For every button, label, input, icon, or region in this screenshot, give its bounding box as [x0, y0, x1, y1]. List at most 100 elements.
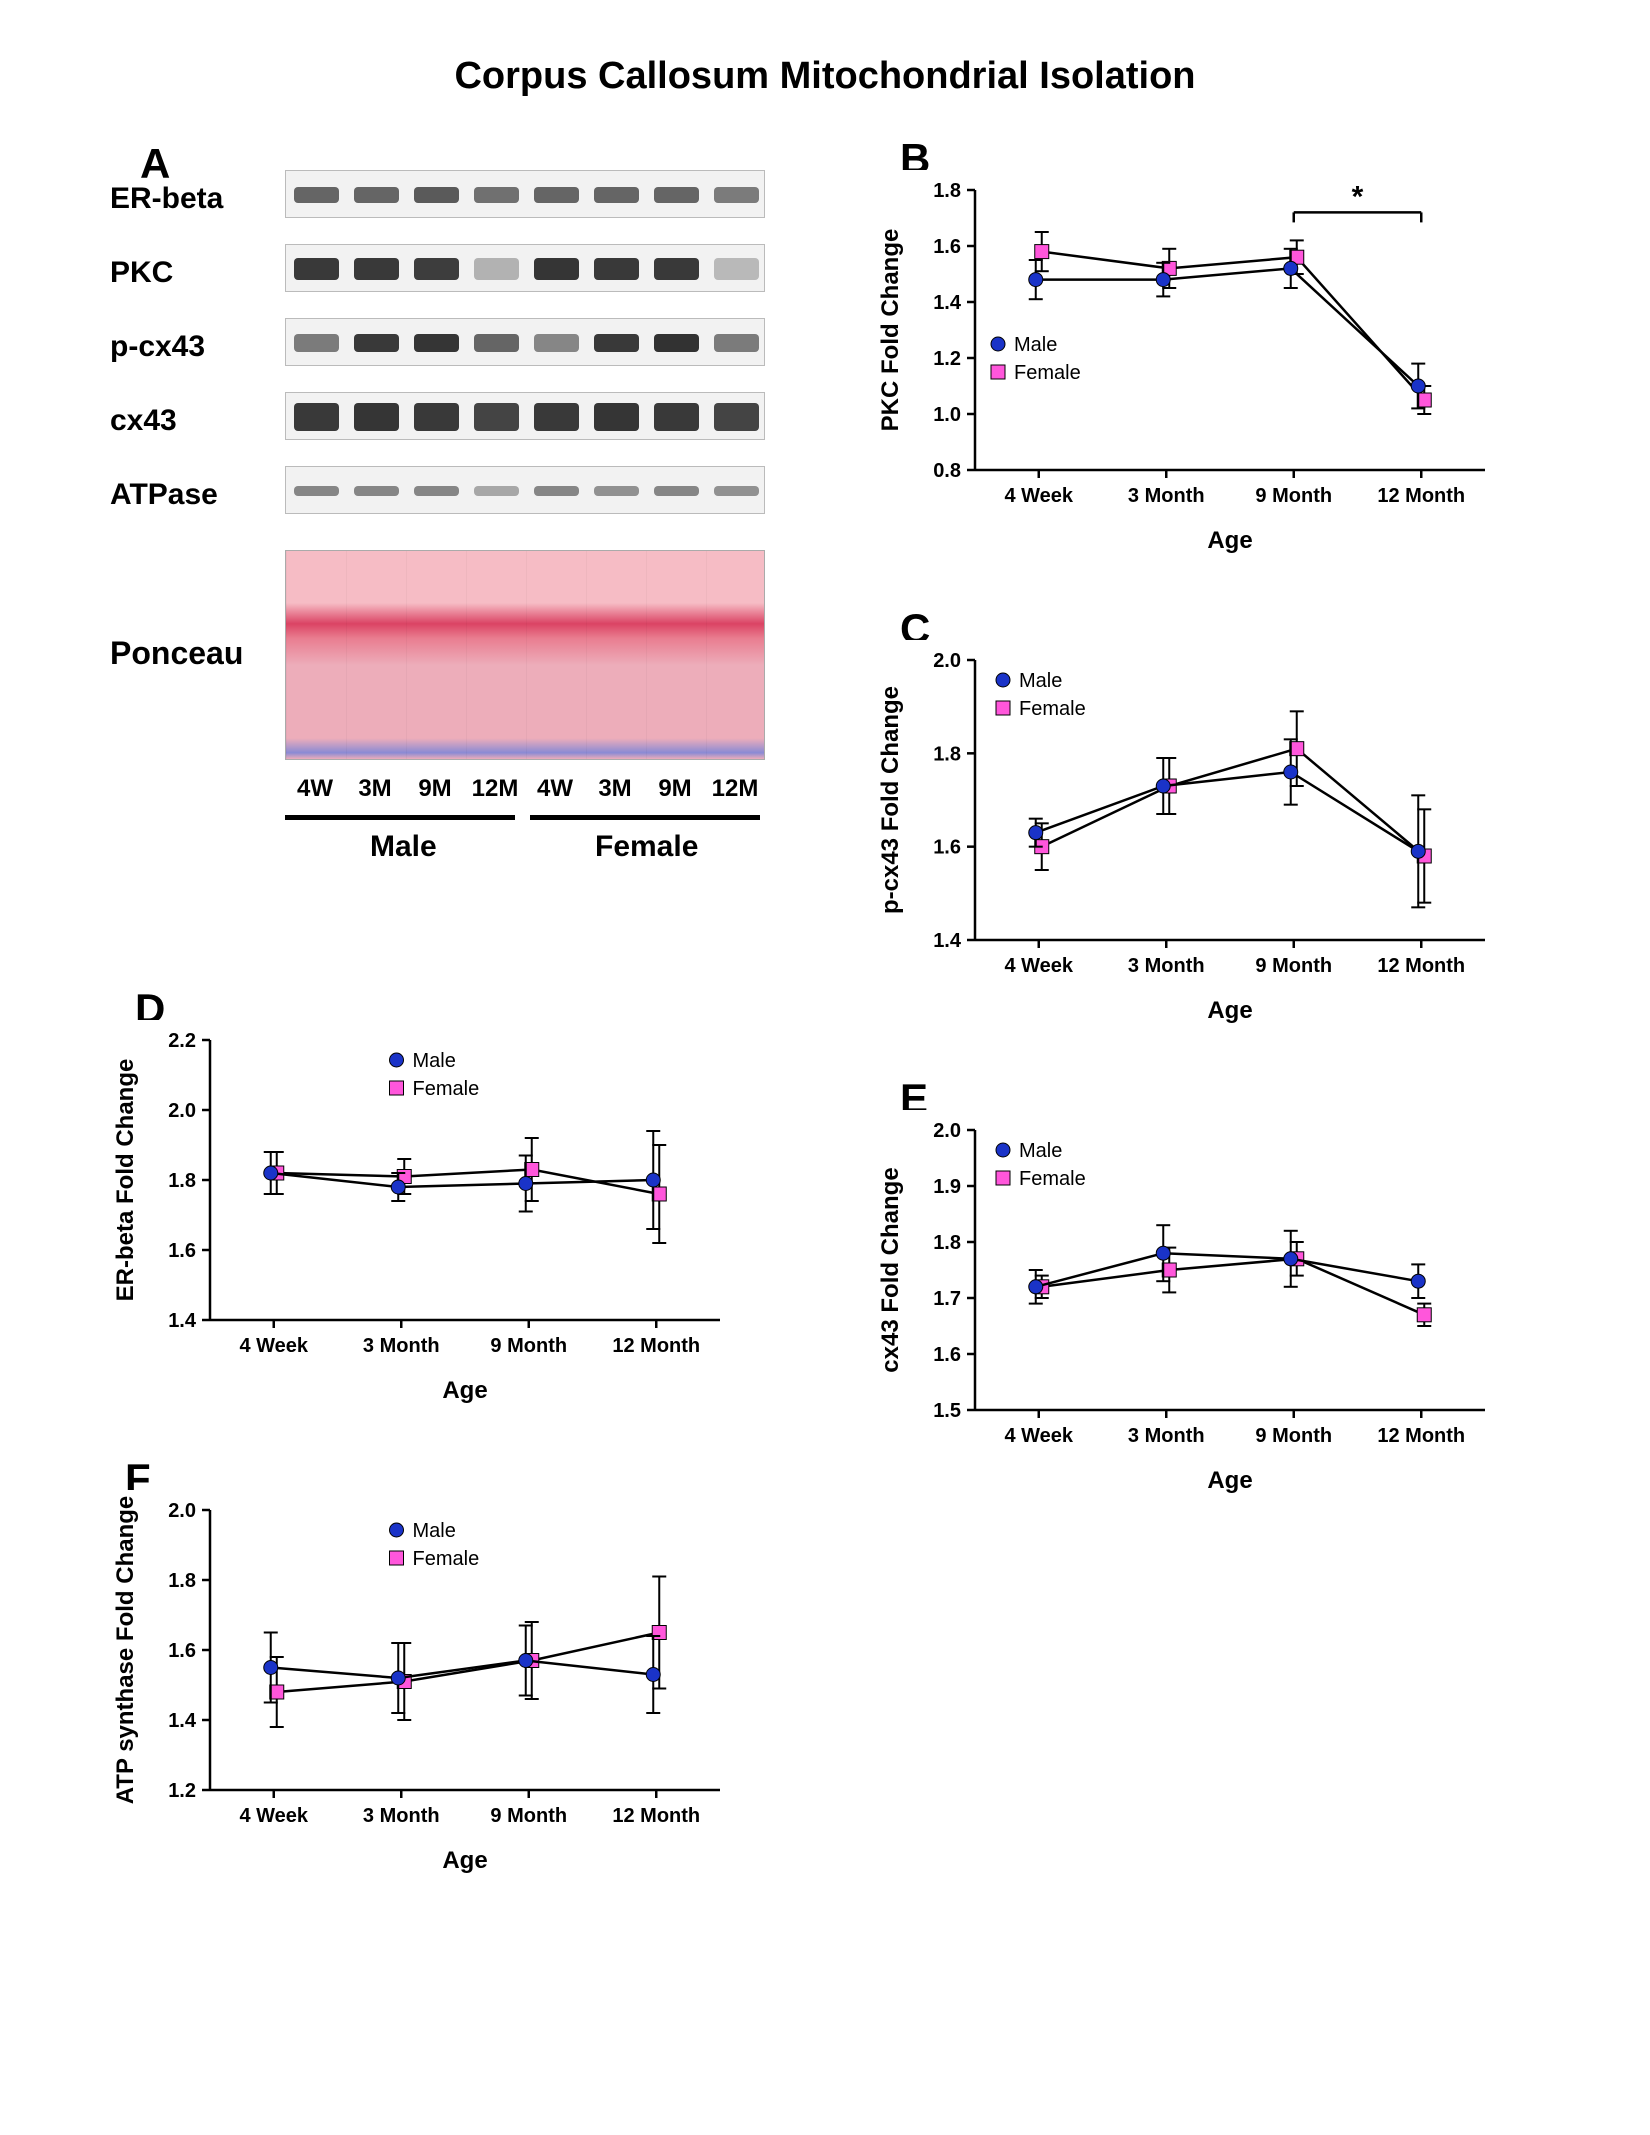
chart-erbeta: 1.41.61.82.02.24 Week3 Month9 Month12 Mo…: [105, 1020, 745, 1410]
svg-text:Age: Age: [1207, 997, 1252, 1024]
blot-band: [294, 258, 339, 280]
svg-text:Female: Female: [1014, 362, 1081, 384]
chart-cx43: 1.51.61.71.81.92.04 Week3 Month9 Month12…: [870, 1110, 1510, 1500]
svg-text:2.2: 2.2: [168, 1030, 196, 1052]
blot-band: [474, 187, 519, 204]
svg-text:*: *: [1352, 180, 1364, 213]
blot-band: [534, 486, 579, 496]
svg-text:12 Month: 12 Month: [1377, 955, 1465, 977]
blot-strip: [285, 170, 765, 218]
blot-band: [714, 486, 759, 496]
chart-atpsynthase: 1.21.41.61.82.04 Week3 Month9 Month12 Mo…: [105, 1490, 745, 1880]
blot-band: [594, 187, 639, 204]
blot-band: [534, 258, 579, 280]
svg-text:9 Month: 9 Month: [1255, 485, 1332, 507]
blot-row-atpase: ATPase: [110, 466, 780, 522]
svg-text:2.0: 2.0: [933, 650, 961, 672]
svg-text:3 Month: 3 Month: [1128, 955, 1205, 977]
blot-band: [294, 334, 339, 352]
blot-band: [474, 403, 519, 431]
blot-label: PKC: [110, 256, 285, 290]
svg-text:0.8: 0.8: [933, 460, 961, 482]
svg-text:9 Month: 9 Month: [1255, 955, 1332, 977]
blot-band: [714, 258, 759, 280]
svg-text:Female: Female: [413, 1078, 480, 1100]
blot-band: [594, 258, 639, 280]
svg-text:4 Week: 4 Week: [1004, 1425, 1073, 1447]
male-bar: [285, 815, 515, 820]
chart-svg: 1.4 1.6 1.8 2.0 4 Week 3 Month 9 Month 12 Month…: [870, 640, 1510, 1030]
blot-band: [354, 187, 399, 204]
ponceau-row: Ponceau: [110, 550, 780, 760]
western-blot-panel: ER-betaPKCp-cx43cx43ATPase Ponceau 4W3M9…: [110, 170, 780, 875]
svg-text:1.5: 1.5: [933, 1400, 961, 1422]
svg-text:3 Month: 3 Month: [363, 1335, 440, 1357]
blot-strip: [285, 392, 765, 440]
lane-label: 9M: [405, 775, 465, 803]
svg-text:2.0: 2.0: [168, 1100, 196, 1122]
blot-row-cx43: cx43: [110, 392, 780, 448]
blot-band: [474, 258, 519, 280]
svg-text:1.9: 1.9: [933, 1176, 961, 1198]
svg-text:1.4: 1.4: [933, 930, 962, 952]
svg-text:12 Month: 12 Month: [1377, 485, 1465, 507]
svg-text:3 Month: 3 Month: [1128, 1425, 1205, 1447]
blot-band: [474, 334, 519, 352]
svg-text:1.8: 1.8: [933, 743, 961, 765]
blot-label: ATPase: [110, 478, 285, 512]
svg-text:1.8: 1.8: [933, 180, 961, 202]
svg-text:Male: Male: [413, 1520, 456, 1542]
blot-band: [294, 187, 339, 204]
figure-page: Corpus Callosum Mitochondrial Isolation …: [0, 0, 1650, 2135]
blot-band: [414, 403, 459, 431]
lane-label: 9M: [645, 775, 705, 803]
svg-text:Age: Age: [442, 1377, 487, 1404]
blot-label: ER-beta: [110, 182, 285, 216]
blot-label: cx43: [110, 404, 285, 438]
svg-text:Male: Male: [1019, 1140, 1062, 1162]
blot-band: [654, 403, 699, 431]
lane-label: 3M: [345, 775, 405, 803]
lane-label: 3M: [585, 775, 645, 803]
male-label: Male: [370, 830, 437, 864]
blot-band: [294, 403, 339, 431]
blot-band: [354, 486, 399, 496]
svg-text:PKC Fold Change: PKC Fold Change: [877, 229, 904, 432]
female-bar: [530, 815, 760, 820]
blot-row-er-beta: ER-beta: [110, 170, 780, 226]
svg-text:1.6: 1.6: [933, 837, 961, 859]
blot-label: p-cx43: [110, 330, 285, 364]
blot-band: [654, 187, 699, 204]
blot-band: [414, 486, 459, 496]
blot-band: [294, 486, 339, 496]
chart-pkc: 0.81.01.21.41.61.84 Week3 Month9 Month12…: [870, 170, 1510, 560]
svg-text:Female: Female: [413, 1548, 480, 1570]
figure-title: Corpus Callosum Mitochondrial Isolation: [0, 55, 1650, 98]
lane-label: 12M: [465, 775, 525, 803]
blot-row-p-cx43: p-cx43: [110, 318, 780, 374]
blot-band: [594, 403, 639, 431]
blot-row-pkc: PKC: [110, 244, 780, 300]
svg-text:1.6: 1.6: [168, 1240, 196, 1262]
blot-band: [414, 187, 459, 204]
chart-svg: 0.81.01.21.41.61.84 Week3 Month9 Month12…: [870, 170, 1510, 560]
svg-text:Male: Male: [413, 1050, 456, 1072]
svg-text:1.2: 1.2: [168, 1780, 196, 1802]
svg-text:4 Week: 4 Week: [1004, 485, 1073, 507]
lane-label: 12M: [705, 775, 765, 803]
lane-labels-row: 4W3M9M12M4W3M9M12M: [285, 775, 765, 803]
svg-text:1.0: 1.0: [933, 404, 961, 426]
svg-text:1.4: 1.4: [168, 1310, 197, 1332]
svg-text:Age: Age: [442, 1847, 487, 1874]
chart-svg: 1.21.41.61.82.04 Week3 Month9 Month12 Mo…: [105, 1490, 745, 1880]
svg-text:9 Month: 9 Month: [1255, 1425, 1332, 1447]
svg-text:3 Month: 3 Month: [363, 1805, 440, 1827]
blot-strip: [285, 466, 765, 514]
lane-label: 4W: [525, 775, 585, 803]
blot-band: [594, 486, 639, 496]
blot-band: [534, 403, 579, 431]
svg-text:4 Week: 4 Week: [1004, 955, 1073, 977]
svg-text:3 Month: 3 Month: [1128, 485, 1205, 507]
female-label: Female: [595, 830, 698, 864]
blot-band: [414, 258, 459, 280]
